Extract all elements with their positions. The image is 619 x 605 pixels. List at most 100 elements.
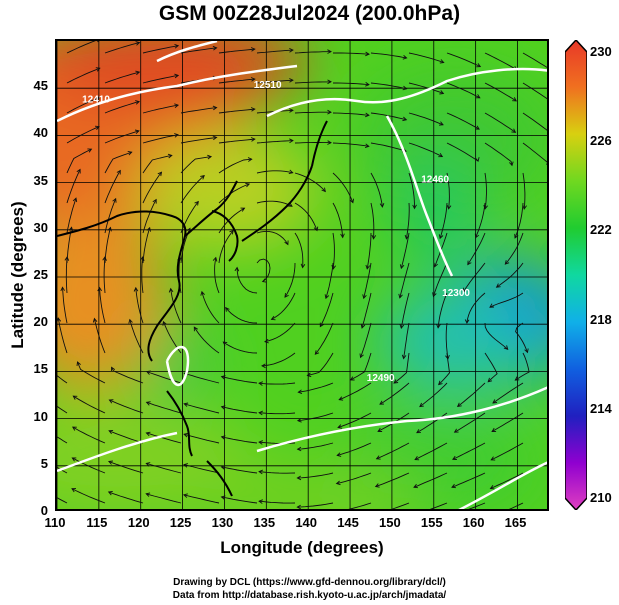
streamline bbox=[366, 232, 372, 269]
streamline bbox=[376, 442, 410, 460]
streamline bbox=[104, 71, 140, 84]
streamline-arrowhead bbox=[379, 203, 385, 208]
x-tick-label: 165 bbox=[504, 515, 527, 530]
streamline-arrowhead bbox=[438, 380, 443, 386]
streamline-arrowhead bbox=[504, 260, 510, 265]
streamline bbox=[416, 412, 448, 434]
streamline bbox=[429, 502, 448, 509]
streamline-arrowhead bbox=[174, 43, 180, 49]
streamline bbox=[522, 52, 547, 68]
streamline-arrowhead bbox=[509, 161, 514, 167]
streamline bbox=[408, 142, 443, 158]
streamline-arrowhead bbox=[247, 157, 253, 162]
streamline-arrowhead bbox=[76, 168, 81, 174]
streamline bbox=[284, 262, 296, 298]
x-tick-label: 150 bbox=[379, 515, 401, 530]
streamline bbox=[236, 267, 258, 294]
x-tick-label: 145 bbox=[337, 515, 359, 530]
streamline bbox=[142, 104, 179, 114]
y-tick-label: 35 bbox=[33, 172, 48, 188]
streamline-arrowhead bbox=[548, 130, 549, 134]
streamline bbox=[475, 202, 486, 238]
streamline bbox=[99, 287, 106, 324]
streamline bbox=[183, 494, 220, 504]
streamline-arrowhead bbox=[145, 431, 151, 437]
streamline-arrowhead bbox=[174, 73, 180, 79]
streamline-arrowhead bbox=[297, 389, 303, 395]
streamline bbox=[256, 258, 271, 282]
streamline-arrowhead bbox=[512, 97, 517, 102]
streamline-arrowhead bbox=[467, 260, 472, 266]
streamline-arrowhead bbox=[193, 326, 198, 332]
streamline-arrowhead bbox=[174, 103, 180, 108]
contour-label: 12300 bbox=[442, 288, 470, 299]
streamline-arrowhead bbox=[413, 483, 418, 489]
streamline bbox=[400, 232, 410, 269]
streamline-arrowhead bbox=[135, 70, 141, 76]
streamline-arrowhead bbox=[456, 402, 462, 407]
streamline-arrowhead bbox=[250, 107, 256, 112]
streamline bbox=[522, 172, 526, 209]
streamline bbox=[508, 502, 524, 509]
streamline-arrowhead bbox=[433, 262, 438, 268]
streamline-arrowhead bbox=[438, 121, 444, 126]
streamline-arrowhead bbox=[146, 226, 151, 232]
streamline bbox=[65, 256, 68, 294]
streamline bbox=[294, 202, 318, 231]
streamline-arrowhead bbox=[220, 405, 226, 410]
streamline-arrowhead bbox=[362, 294, 367, 300]
streamline bbox=[294, 172, 326, 192]
streamline-arrowhead bbox=[270, 315, 276, 321]
chart-title: GSM 00Z28Jul2024 (200.0hPa) bbox=[158, 2, 461, 25]
streamline-arrowhead bbox=[335, 480, 341, 486]
streamline bbox=[361, 292, 372, 329]
streamline bbox=[180, 47, 217, 54]
streamline bbox=[370, 202, 375, 239]
streamline bbox=[370, 142, 407, 152]
streamline-arrowhead bbox=[212, 256, 218, 262]
streamline-arrowhead bbox=[349, 198, 355, 204]
streamline bbox=[391, 502, 410, 509]
streamline-arrowhead bbox=[436, 323, 441, 329]
streamline-arrowhead bbox=[94, 125, 100, 130]
streamline-arrowhead bbox=[475, 94, 481, 99]
streamline-arrowhead bbox=[432, 292, 437, 298]
streamline bbox=[336, 472, 372, 485]
streamline bbox=[57, 375, 68, 384]
colorbar bbox=[565, 40, 587, 510]
streamline-arrowhead bbox=[402, 55, 408, 60]
streamline-arrowhead bbox=[489, 303, 495, 308]
colorbar-label: 218 bbox=[590, 311, 612, 327]
streamline-arrowhead bbox=[364, 143, 370, 149]
streamline-arrowhead bbox=[475, 125, 480, 130]
streamline bbox=[439, 202, 448, 239]
streamline bbox=[259, 382, 296, 385]
x-tick-label: 140 bbox=[295, 515, 318, 530]
streamline bbox=[332, 202, 344, 238]
streamline-arrowhead bbox=[296, 418, 302, 423]
y-tick-label: 25 bbox=[33, 267, 48, 282]
streamline-arrowhead bbox=[365, 51, 370, 57]
streamline-arrowhead bbox=[222, 341, 228, 346]
streamline bbox=[104, 130, 140, 144]
streamline-arrowhead bbox=[300, 263, 306, 269]
height-contours bbox=[57, 41, 547, 509]
streamline bbox=[314, 322, 334, 355]
x-tick-label: 135 bbox=[253, 515, 276, 530]
streamline-arrowhead bbox=[183, 432, 189, 438]
streamline bbox=[259, 500, 296, 504]
streamline bbox=[142, 227, 151, 264]
streamline bbox=[184, 403, 220, 414]
streamline bbox=[104, 151, 132, 174]
streamline-arrowhead bbox=[183, 402, 189, 407]
streamline-arrowhead bbox=[261, 363, 266, 369]
streamline bbox=[108, 461, 144, 474]
streamline-arrowhead bbox=[491, 427, 497, 432]
streamline-arrowhead bbox=[64, 256, 70, 261]
streamline-arrowhead bbox=[463, 287, 468, 293]
streamline bbox=[332, 232, 335, 269]
streamline bbox=[297, 502, 334, 508]
streamline bbox=[66, 126, 100, 144]
credit-drawing: Drawing by DCL (https://www.gfd-dennou.o… bbox=[173, 577, 446, 588]
streamline bbox=[180, 136, 217, 144]
